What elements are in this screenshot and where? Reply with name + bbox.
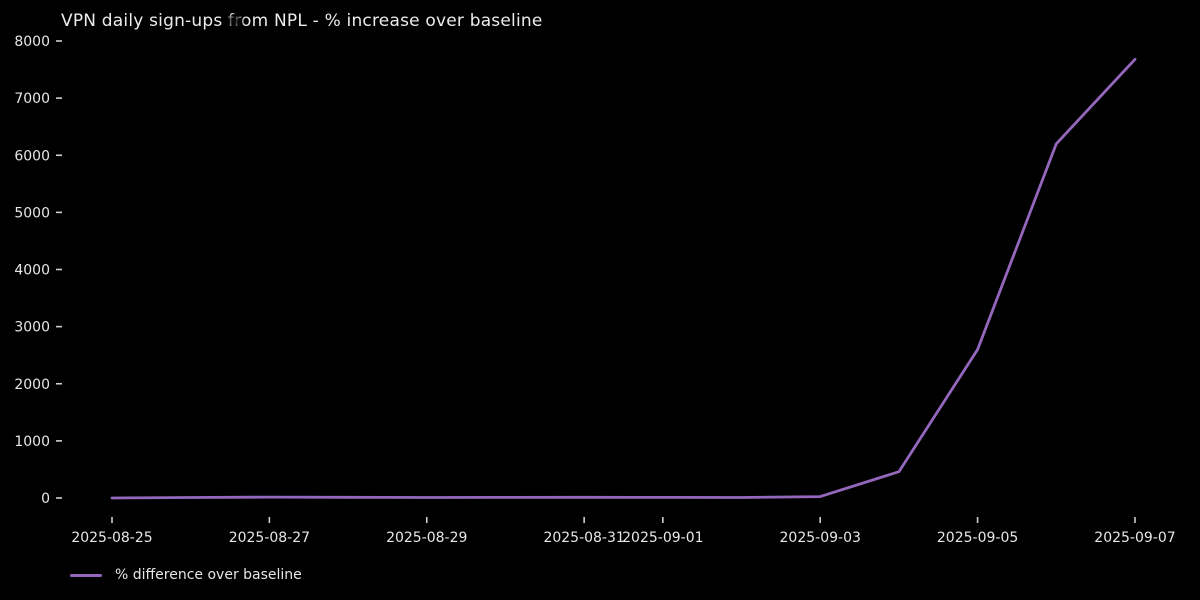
- legend-label: % difference over baseline: [115, 567, 302, 583]
- y-tick-label: 3000: [14, 320, 50, 336]
- x-tick-label: 2025-09-03: [780, 530, 861, 546]
- x-tick-label: 2025-08-29: [386, 530, 467, 546]
- y-tick-label: 1000: [14, 434, 50, 450]
- legend-line-swatch: [70, 573, 102, 577]
- x-tick-label: 2025-08-27: [229, 530, 310, 546]
- x-tick-label: 2025-09-07: [1094, 530, 1175, 546]
- y-tick-label: 7000: [14, 91, 50, 107]
- chart-title: VPN daily sign-ups from NPL - % increase…: [61, 11, 543, 31]
- series-line: [110, 57, 1137, 500]
- y-tick-label: 5000: [14, 205, 50, 221]
- x-tick-label: 2025-09-05: [937, 530, 1018, 546]
- y-tick-label: 6000: [14, 148, 50, 164]
- x-tick-label: 2025-08-25: [71, 530, 152, 546]
- y-tick-label: 4000: [14, 263, 50, 279]
- y-tick-label: 2000: [14, 377, 50, 393]
- x-tick-label: 2025-09-01: [622, 530, 703, 546]
- legend: % difference over baseline: [70, 566, 302, 584]
- y-tick-label: 0: [41, 491, 50, 507]
- y-tick-label: 8000: [14, 34, 50, 50]
- x-tick-label: 2025-08-31: [543, 530, 624, 546]
